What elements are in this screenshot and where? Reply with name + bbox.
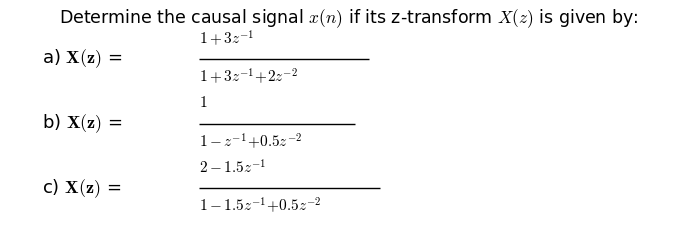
Text: $1+3z^{-1}$: $1+3z^{-1}$ xyxy=(199,28,254,48)
Text: Determine the causal signal $x(n)$ if its z-transform $X(z)$ is given by:: Determine the causal signal $x(n)$ if it… xyxy=(59,7,638,30)
Text: $1-1.5z^{-1}\!+\!0.5z^{-2}$: $1-1.5z^{-1}\!+\!0.5z^{-2}$ xyxy=(199,196,321,216)
Text: b) $\mathbf{X(z)}$ =: b) $\mathbf{X(z)}$ = xyxy=(42,112,123,135)
Text: $2-1.5z^{-1}$: $2-1.5z^{-1}$ xyxy=(199,158,266,176)
Text: $1+3z^{-1}\!+\!2z^{-2}$: $1+3z^{-1}\!+\!2z^{-2}$ xyxy=(199,66,298,86)
Text: $1$: $1$ xyxy=(199,95,207,110)
Text: c) $\mathbf{X(z)}$ =: c) $\mathbf{X(z)}$ = xyxy=(42,177,121,200)
Text: $1-z^{-1}\!+\!0.5z^{-2}$: $1-z^{-1}\!+\!0.5z^{-2}$ xyxy=(199,131,302,151)
Text: a) $\mathbf{X(z)}$ =: a) $\mathbf{X(z)}$ = xyxy=(42,48,122,70)
